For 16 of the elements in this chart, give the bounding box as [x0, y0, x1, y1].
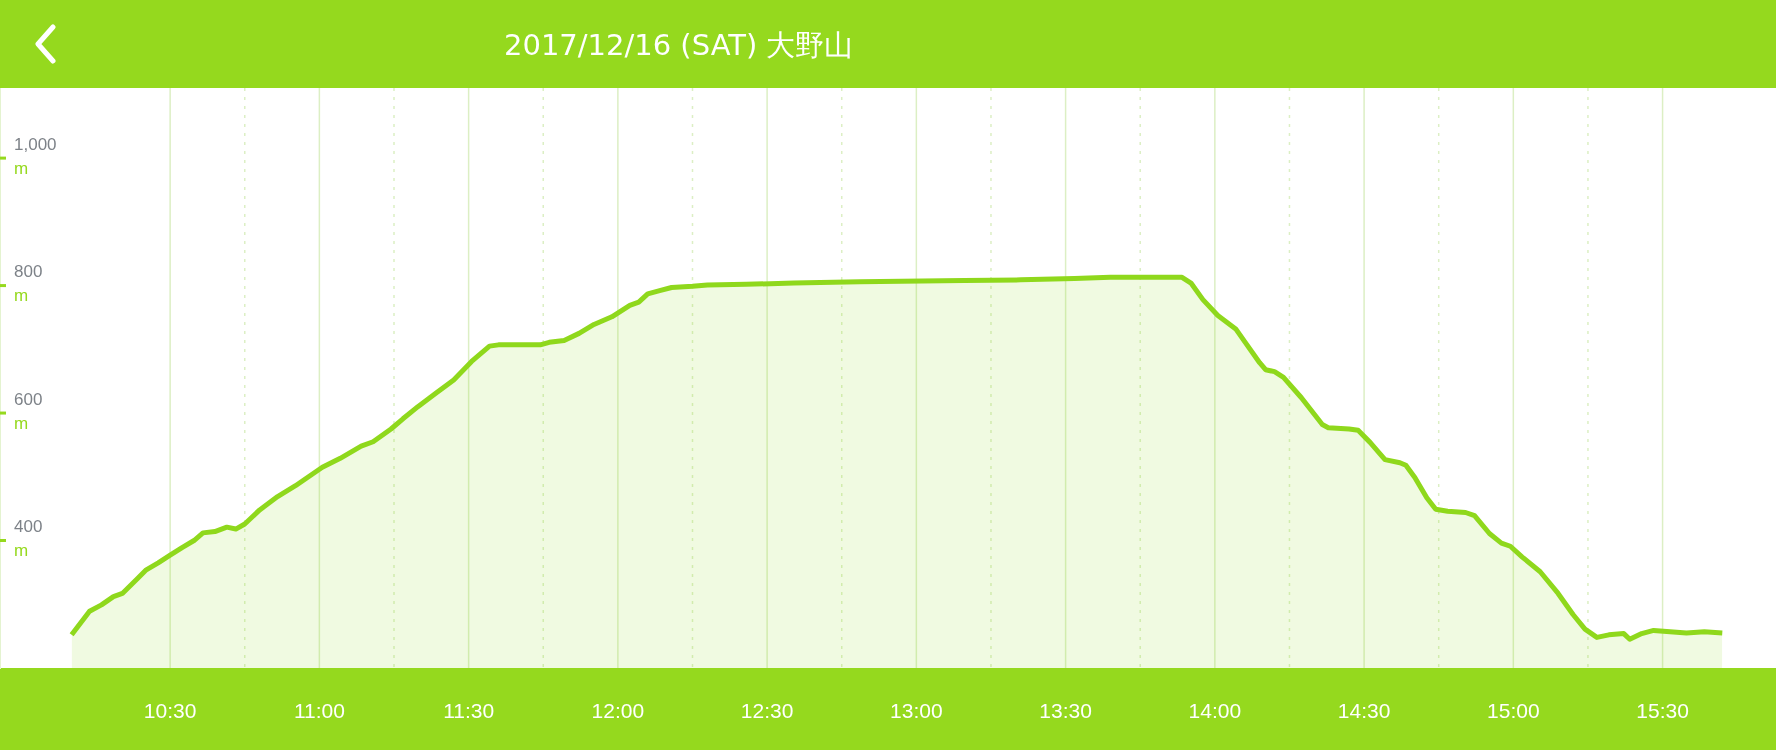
x-tick-label: 10:30 [143, 699, 197, 723]
x-tick-label: 13:00 [890, 699, 943, 723]
x-tick-label: 14:30 [1337, 699, 1391, 723]
x-tick-label: 12:30 [740, 699, 794, 723]
x-tick-label: 12:00 [591, 699, 645, 723]
x-tick-label: 15:30 [1636, 699, 1689, 723]
x-tick-label: 11:30 [443, 699, 495, 723]
chart-title: 2017/12/16 (SAT) 大野山 [504, 27, 854, 64]
x-tick-label: 13:30 [1039, 699, 1092, 723]
y-tick-label: 1,000 m [14, 134, 57, 178]
x-tick-label: 15:00 [1487, 699, 1540, 723]
y-tick-label: 600 m [14, 389, 43, 433]
x-tick-label: 14:00 [1188, 699, 1242, 723]
y-tick-label: 400 m [14, 517, 43, 561]
y-tick-label: 800 m [14, 262, 43, 306]
x-tick-label: 11:00 [293, 699, 345, 723]
